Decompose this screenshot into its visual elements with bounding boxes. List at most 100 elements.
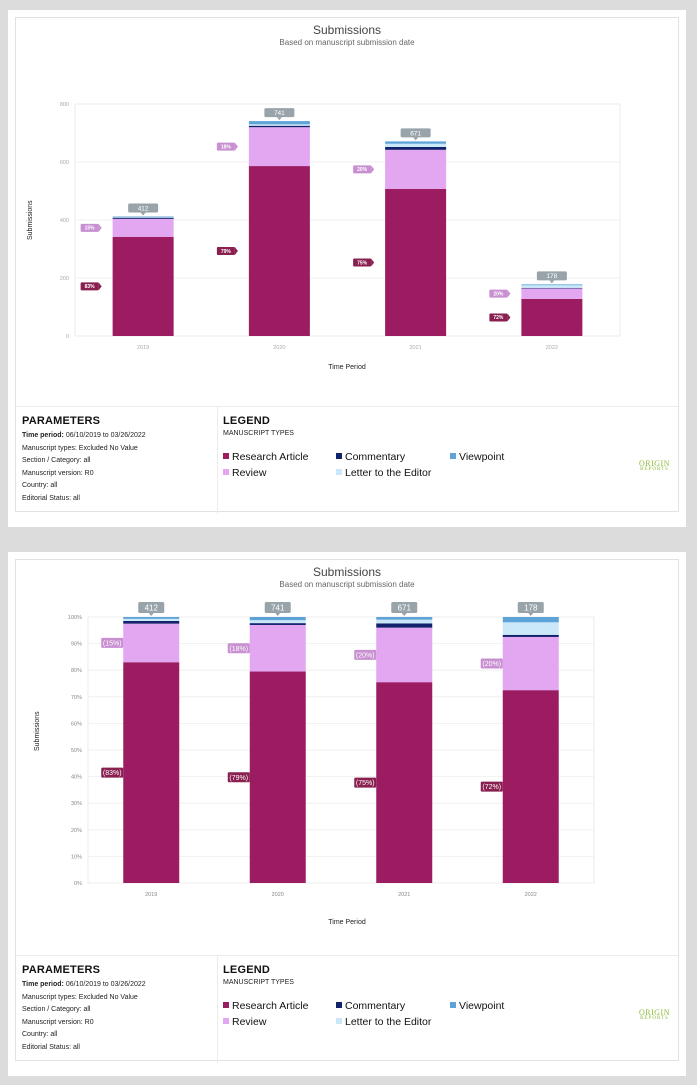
percent-badge-pointer (98, 282, 102, 291)
y-axis-label: Submissions (34, 711, 41, 751)
bar-segment-research-article (502, 690, 559, 883)
percent-badge-pointer (234, 247, 238, 256)
param-section: Section / Category: all (22, 1006, 91, 1013)
bar-segment-commentary (385, 146, 447, 150)
bar-segment-review (112, 218, 174, 237)
bar-segment-review (248, 127, 310, 167)
bar-segment-review (502, 636, 559, 691)
total-badge-pointer (275, 613, 281, 616)
y-tick-label: 10% (71, 854, 82, 860)
percent-label: (72%) (482, 784, 501, 791)
x-tick-label: 2021 (398, 892, 410, 898)
percent-badge (227, 643, 250, 654)
bar-segment-research-article (376, 682, 433, 883)
y-tick-label: 20% (71, 828, 82, 834)
total-badge-pointer (276, 117, 282, 121)
y-tick-label: 30% (71, 801, 82, 807)
parameters-heading: PARAMETERS (22, 415, 101, 427)
percent-label: 20% (357, 167, 368, 173)
percent-badge (480, 781, 503, 792)
parameters-heading: PARAMETERS (22, 964, 101, 976)
bar-segment-letter-to-the-editor (112, 217, 174, 218)
percent-badge (489, 313, 508, 322)
bar-segment-viewpoint (123, 617, 180, 619)
x-tick-label: 2022 (546, 345, 558, 351)
legend-review: Review (223, 467, 266, 479)
total-badge-pointer (401, 613, 407, 616)
x-axis-label: Time Period (328, 919, 366, 926)
legend-research-article: Research Article (223, 451, 308, 463)
legend-viewpoint: Viewpoint (450, 1000, 504, 1012)
bar-segment-letter-to-the-editor (376, 619, 433, 624)
percent-badge-pointer (371, 258, 375, 267)
legend-swatch (223, 469, 229, 475)
percent-label: 18% (221, 144, 232, 150)
chart-panel-percent: Submissions Based on manuscript submissi… (8, 552, 686, 1076)
percent-badge (353, 165, 372, 174)
percent-label: (79%) (229, 775, 248, 782)
param-manuscript-types: Manuscript types: Excluded No Value (22, 993, 138, 1001)
percent-label: 79% (221, 249, 232, 255)
origin-reports-logo: ORIGIN REPORTS (639, 459, 670, 472)
percent-badge (480, 658, 503, 669)
percent-badge-pointer (234, 142, 238, 151)
report-footer: PARAMETERS Time period: 06/10/2019 to 03… (16, 955, 678, 1063)
y-tick-label: 90% (71, 642, 82, 648)
legend-viewpoint: Viewpoint (450, 451, 504, 463)
total-badge-pointer (148, 613, 154, 616)
y-tick-label: 70% (71, 695, 82, 701)
chart-panel-absolute: Submissions Based on manuscript submissi… (8, 10, 686, 527)
legend-subheading: MANUSCRIPT TYPES (223, 979, 294, 986)
x-tick-label: 2020 (273, 345, 285, 351)
bar-segment-research-article (248, 166, 310, 336)
legend-heading: LEGEND (223, 964, 271, 976)
param-country: Country: all (22, 1031, 58, 1038)
x-tick-label: 2020 (272, 892, 284, 898)
percent-label: 83% (85, 284, 96, 290)
total-badge (391, 602, 418, 613)
bar-segment-letter-to-the-editor (249, 620, 306, 624)
legend-letter: Letter to the Editor (336, 467, 431, 479)
y-tick-label: 80% (71, 668, 82, 674)
percent-badge (80, 223, 99, 232)
param-editorial: Editorial Status: all (22, 1043, 80, 1051)
percent-label: 20% (493, 291, 504, 297)
footer-divider (217, 407, 218, 514)
total-label: 178 (546, 273, 557, 280)
total-label: 671 (410, 130, 421, 137)
bar-segment-letter-to-the-editor (248, 124, 310, 126)
total-badge (517, 602, 544, 613)
param-version: Manuscript version: R0 (22, 469, 94, 477)
total-badge (536, 271, 567, 281)
bar-segment-viewpoint (385, 141, 447, 144)
x-tick-label: 2019 (145, 892, 157, 898)
total-badge (400, 128, 431, 138)
percent-label: (18%) (229, 646, 248, 653)
x-tick-label: 2022 (525, 892, 537, 898)
y-axis-label: Submissions (27, 200, 34, 240)
total-label: 178 (524, 603, 538, 612)
bar-segment-research-article (249, 671, 306, 883)
legend-swatch (336, 1002, 342, 1008)
submissions-percent-chart: 0% 10% 20% 30% 40% 50% 60% 70% 80% 90% 100% 2019 412… (68, 602, 595, 898)
bar-segment-commentary (521, 287, 583, 289)
submissions-chart: 0 200 400 600 800 2019 412 83% 15% 2020 741 79% 18% 2… (60, 102, 621, 351)
percent-badge (227, 772, 250, 783)
y-tick-label: 60% (71, 721, 82, 727)
bar-segment-review (376, 627, 433, 683)
bar-segment-letter-to-the-editor (123, 618, 180, 621)
percent-label: (15%) (103, 640, 122, 647)
legend-swatch (223, 453, 229, 459)
total-label: 412 (138, 205, 149, 212)
param-editorial: Editorial Status: all (22, 494, 80, 502)
total-label: 741 (271, 603, 285, 612)
legend-swatch (336, 1018, 342, 1024)
percent-badge (101, 637, 124, 648)
total-label: 412 (145, 603, 159, 612)
legend-swatch (223, 1018, 229, 1024)
percent-badge (353, 258, 372, 267)
percent-badge (80, 282, 99, 291)
legend-swatch (450, 1002, 456, 1008)
bar-segment-viewpoint (376, 617, 433, 620)
percent-label: (20%) (482, 661, 501, 668)
